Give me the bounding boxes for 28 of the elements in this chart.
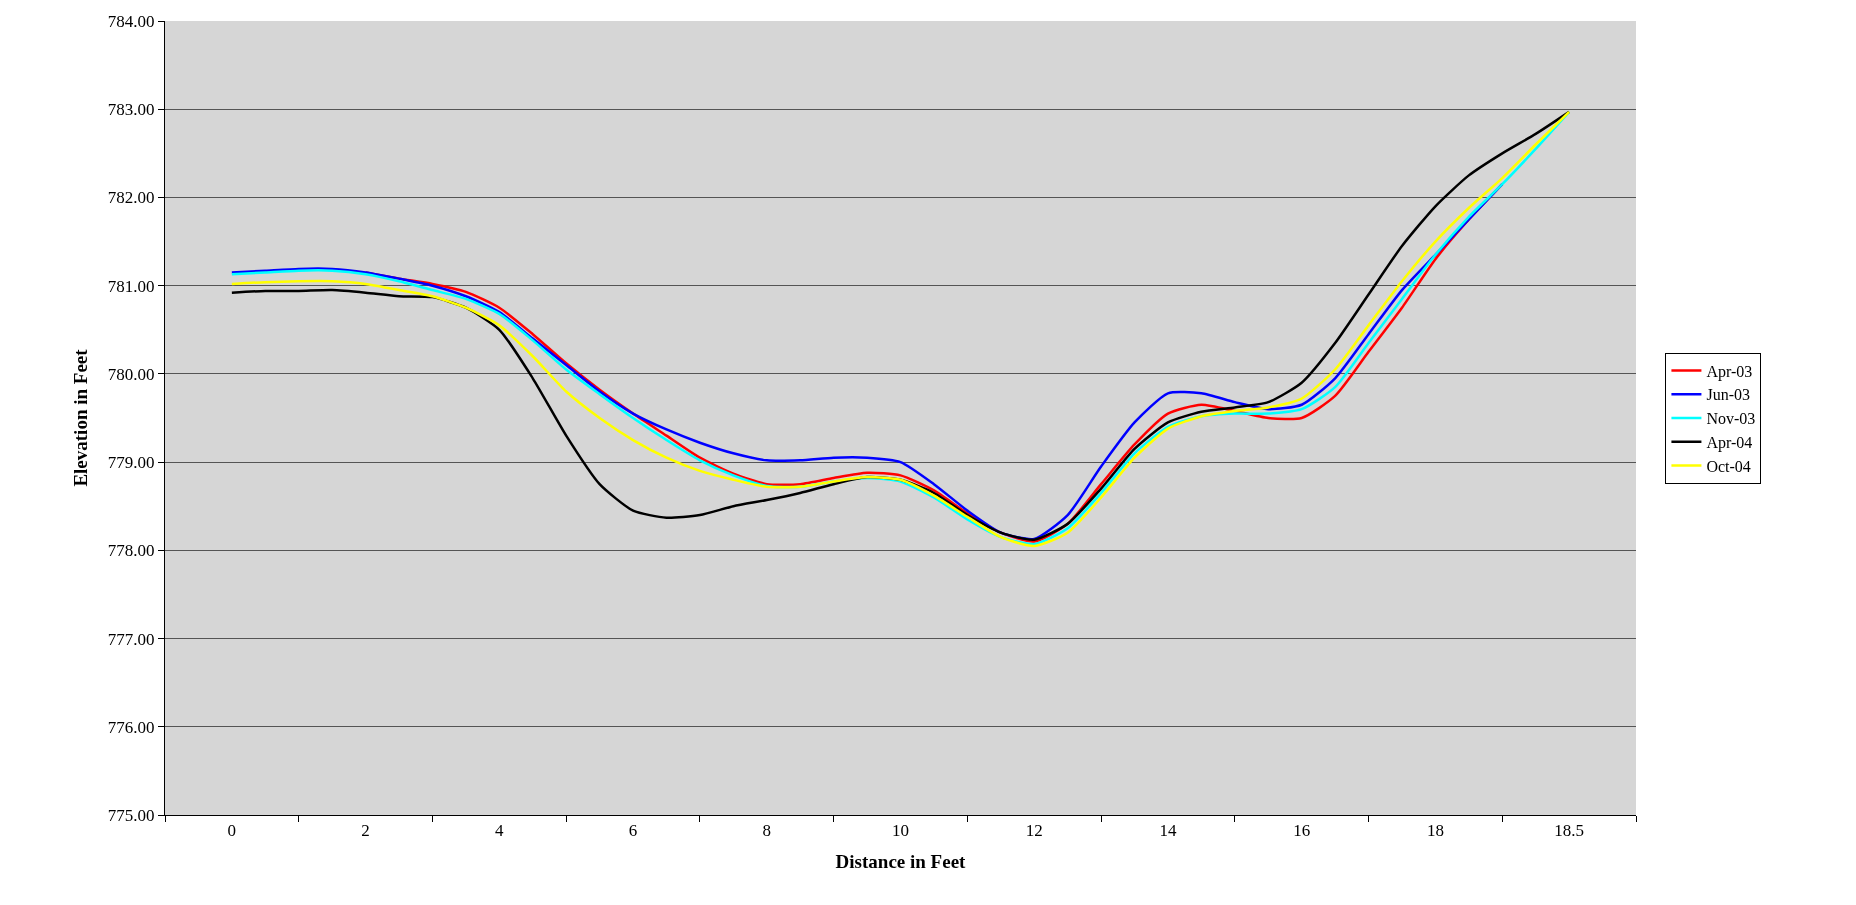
y-tick-label: 780.00 bbox=[107, 364, 155, 384]
legend-label: Jun-03 bbox=[1706, 386, 1750, 404]
x-tick-label: 4 bbox=[495, 821, 505, 841]
x-axis-title: Distance in Feet bbox=[835, 851, 967, 873]
y-axis-title: Elevation in Feet bbox=[69, 348, 91, 487]
x-tick-label: 8 bbox=[762, 821, 772, 841]
x-tick-label: 0 bbox=[227, 821, 237, 841]
y-tick-label: 776.00 bbox=[107, 717, 155, 737]
y-tick-label: 781.00 bbox=[107, 276, 155, 296]
x-tick-label: 2 bbox=[361, 821, 370, 841]
y-tick-label: 775.00 bbox=[107, 805, 155, 825]
y-tick-label: 782.00 bbox=[107, 188, 155, 208]
x-tick-label: 14 bbox=[1159, 821, 1177, 841]
x-tick-label: 10 bbox=[892, 821, 909, 841]
y-tick-label: 779.00 bbox=[107, 453, 155, 473]
y-tick-label: 784.00 bbox=[107, 11, 155, 31]
legend-label: Apr-04 bbox=[1706, 434, 1753, 453]
legend-label: Oct-04 bbox=[1706, 457, 1751, 475]
x-tick-label: 18.5 bbox=[1554, 821, 1585, 841]
legend-label: Nov-03 bbox=[1706, 410, 1756, 428]
x-tick-label: 6 bbox=[628, 821, 638, 841]
x-tick-label: 18 bbox=[1426, 821, 1444, 841]
x-tick-label: 12 bbox=[1025, 821, 1043, 841]
y-tick-label: 778.00 bbox=[107, 541, 155, 561]
legend-label: Apr-03 bbox=[1706, 362, 1753, 381]
y-tick-label: 777.00 bbox=[107, 629, 155, 649]
y-tick-label: 783.00 bbox=[107, 100, 155, 120]
x-tick-label: 16 bbox=[1293, 821, 1311, 841]
